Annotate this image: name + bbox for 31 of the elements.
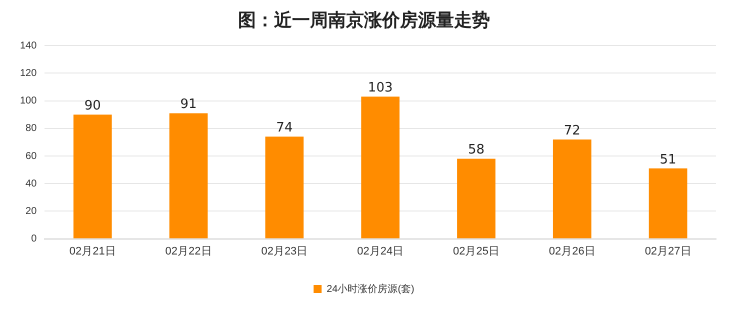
chart-title: 图：近一周南京涨价房源量走势 <box>238 10 490 30</box>
bar <box>457 158 496 238</box>
x-tick-label: 02月26日 <box>548 245 596 258</box>
x-tick-label: 02月27日 <box>644 245 692 258</box>
data-label: 74 <box>276 120 293 136</box>
x-tick-label: 02月21日 <box>69 245 116 258</box>
legend-label: 24小时涨价房源(套) <box>326 282 414 295</box>
y-tick-label: 120 <box>20 68 38 79</box>
y-tick-label: 0 <box>31 234 38 245</box>
data-label: 72 <box>564 123 580 138</box>
x-tick-label: 02月23日 <box>261 245 308 258</box>
bar <box>648 168 688 238</box>
x-tick-label: 02月25日 <box>453 245 500 258</box>
bar <box>265 136 304 238</box>
data-label: 90 <box>84 98 101 114</box>
x-tick-label: 02月22日 <box>165 245 212 258</box>
y-tick-label: 40 <box>26 178 38 190</box>
bar <box>73 114 112 238</box>
data-label: 51 <box>660 152 676 168</box>
y-tick-label: 80 <box>26 123 38 134</box>
y-tick-label: 100 <box>20 96 38 107</box>
x-tick-label: 02月24日 <box>357 245 404 258</box>
data-label: 103 <box>368 80 393 96</box>
data-label: 58 <box>468 142 485 158</box>
bar <box>361 96 400 238</box>
y-tick-label: 60 <box>26 150 38 162</box>
y-tick-label: 20 <box>26 206 38 217</box>
y-tick-label: 140 <box>20 40 38 52</box>
bar <box>552 139 592 238</box>
bar <box>169 113 208 238</box>
data-label: 91 <box>180 97 197 112</box>
